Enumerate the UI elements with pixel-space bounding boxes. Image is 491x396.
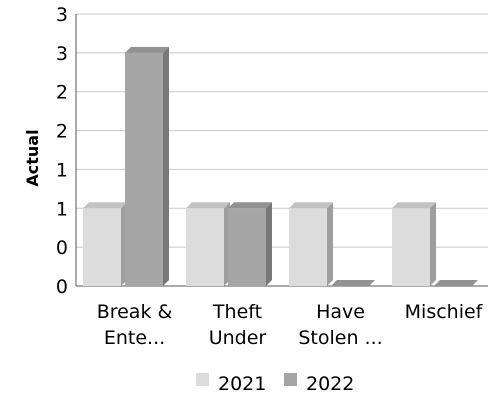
legend-item-2021: 2021	[196, 373, 266, 395]
y-tick-label: 3	[56, 4, 68, 26]
y-tick-label: 1	[56, 159, 68, 181]
bar-2022-3	[434, 280, 478, 286]
y-tick-label: 0	[56, 237, 68, 259]
y-tick-label: 2	[56, 82, 68, 104]
bars	[83, 46, 478, 286]
y-tick-label: 2	[56, 121, 68, 143]
bar-2021-1	[186, 202, 230, 286]
x-category-labels: Break & Ente... Theft Under Have Stolen ... Mi…	[97, 301, 484, 349]
legend-swatch	[284, 373, 297, 386]
bar-2021-2	[289, 202, 333, 286]
y-tick-label: 1	[56, 198, 68, 220]
bar-2021-3	[392, 202, 436, 286]
y-tick-label: 3	[56, 43, 68, 65]
x-category-label: Theft	[212, 301, 262, 323]
legend: 2021 2022	[196, 373, 354, 395]
legend-label: 2022	[306, 373, 354, 395]
x-category-label: Break &	[97, 301, 173, 323]
x-category-label: Mischief	[405, 301, 484, 323]
legend-swatch	[196, 373, 209, 386]
x-category-label: Stolen ...	[298, 327, 382, 349]
x-category-label: Ente...	[104, 327, 165, 349]
legend-item-2022: 2022	[284, 373, 354, 395]
bar-2022-1	[228, 202, 272, 286]
x-category-label: Have	[316, 301, 365, 323]
bar-2021-0	[83, 202, 127, 286]
y-axis-title: Actual	[23, 129, 42, 186]
legend-label: 2021	[218, 373, 266, 395]
y-tick-labels: 0 0 1 1 2 2 3 3	[56, 4, 68, 298]
x-category-label: Under	[209, 327, 267, 349]
y-tick-label: 0	[56, 276, 68, 298]
bar-2022-2	[331, 280, 375, 286]
bar-2022-0	[125, 46, 169, 286]
